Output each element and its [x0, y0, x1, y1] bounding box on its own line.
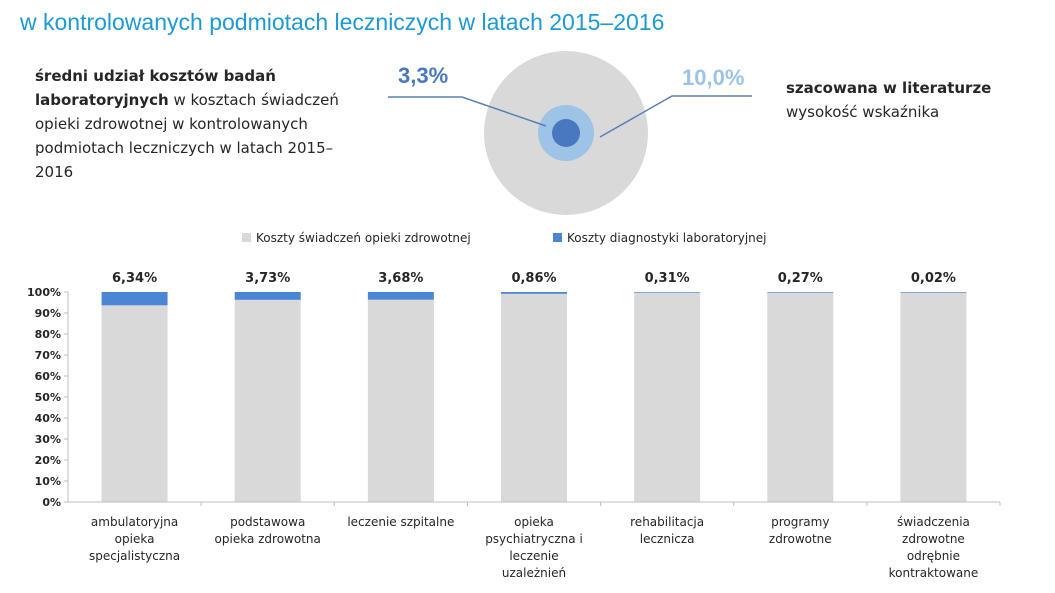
literature-note: szacowana w literaturze wysokość wskaźnik… — [786, 76, 991, 124]
category-label-line: uzależnień — [502, 566, 566, 580]
y-tick-label: 20% — [35, 454, 61, 467]
chart-title: w kontrolowanych podmiotach leczniczych … — [20, 9, 664, 35]
data-label: 6,34% — [112, 271, 157, 286]
literature-share-value: 10,0% — [682, 65, 745, 90]
category-label-line: specjalistyczna — [89, 549, 180, 563]
bar-healthcare-costs — [767, 292, 834, 502]
bar-lab-costs — [767, 292, 834, 293]
category-label-line: opieka — [514, 515, 554, 529]
category-label: podstawowa opieka zdrowotna — [215, 515, 321, 546]
category-label-line: podstawowa — [230, 515, 305, 529]
data-label: 3,68% — [378, 271, 423, 286]
category-label-line: opieka zdrowotna — [215, 532, 321, 546]
category-label: świadczenia zdrowotne odrębnie kontraktowan… — [889, 515, 979, 580]
controlled-share-value: 3,3% — [398, 63, 449, 88]
legend-label-1: Koszty świadczeń opieki zdrowotnej — [256, 231, 471, 245]
bar-lab-costs — [367, 292, 434, 300]
chart-legend: Koszty świadczeń opieki zdrowotnej Koszty… — [242, 231, 766, 245]
bar-healthcare-costs — [501, 293, 567, 502]
controlled-circle — [552, 119, 580, 147]
y-tick-label: 10% — [35, 475, 61, 488]
literature-note-rest: wysokość wskaźnika — [786, 103, 940, 121]
category-label-line: zdrowotne — [769, 532, 832, 546]
y-tick-label: 90% — [35, 307, 61, 320]
data-labels: 6,34% 3,73% 3,68% 0,86% 0,31% 0,27% 0,02% — [112, 271, 956, 286]
data-label: 0,27% — [778, 271, 823, 286]
data-label: 0,02% — [911, 271, 956, 286]
data-label: 0,86% — [511, 271, 556, 286]
y-tick-label: 100% — [27, 286, 61, 299]
category-label-line: świadczenia — [897, 515, 970, 529]
leader-line-right — [599, 95, 752, 138]
x-axis: ambulatoryjna opieka specjalistyczna podsta… — [68, 501, 1001, 580]
category-label-line: kontraktowane — [889, 566, 979, 580]
category-label: leczenie szpitalne — [347, 515, 454, 529]
summary-description: średni udział kosztów badań laboratoryjn… — [35, 64, 365, 184]
bar-healthcare-costs — [101, 305, 168, 502]
summary-description-bold: średni udział kosztów badań laboratoryjn… — [35, 67, 276, 109]
category-label-line: programy — [771, 515, 829, 529]
category-label: rehabilitacja lecznicza — [630, 515, 704, 546]
comparison-circles — [388, 51, 752, 215]
category-label-line: zdrowotne — [902, 532, 965, 546]
y-tick-label: 50% — [35, 391, 61, 404]
bar-healthcare-costs — [900, 292, 967, 502]
category-label: opieka psychiatryczna i leczenie uzależnień — [485, 515, 583, 580]
category-label-line: lecznicza — [640, 532, 695, 546]
bar-lab-costs — [900, 292, 967, 293]
y-tick-label: 70% — [35, 349, 61, 362]
category-label-line: rehabilitacja — [630, 515, 704, 529]
literature-note-bold: szacowana w literaturze — [786, 79, 992, 97]
category-label-line: opieka — [115, 532, 155, 546]
bar-healthcare-costs — [367, 299, 434, 502]
y-tick-label: 60% — [35, 370, 61, 383]
y-axis: 0% 10% 20% 30% 40% 50% 60% 70% 80% 90% 100% — [27, 286, 69, 509]
summary-description-rest: w kosztach świadczeń opieki zdrowotnej w… — [35, 91, 339, 181]
y-tick-label: 80% — [35, 328, 61, 341]
leader-line-left — [388, 96, 547, 127]
bar-healthcare-costs — [634, 292, 701, 502]
bar-lab-costs — [101, 292, 168, 306]
y-tick-label: 30% — [35, 433, 61, 446]
category-label: ambulatoryjna opieka specjalistyczna — [89, 515, 180, 563]
legend-swatch-2 — [553, 233, 562, 242]
legend-label-2: Koszty diagnostyki laboratoryjnej — [567, 231, 766, 245]
category-label-line: odrębnie — [907, 549, 960, 563]
chart-title-line2: w kontrolowanych podmiotach leczniczych … — [20, 9, 665, 35]
category-label-line: ambulatoryjna — [91, 515, 178, 529]
bar-lab-costs — [634, 292, 701, 293]
bar-lab-costs — [234, 292, 301, 300]
category-label-line: leczenie — [509, 549, 558, 563]
bar-healthcare-costs — [234, 299, 301, 502]
data-label: 3,73% — [245, 271, 290, 286]
y-tick-label: 0% — [42, 496, 61, 509]
y-tick-label: 40% — [35, 412, 61, 425]
category-label-line: leczenie szpitalne — [347, 515, 454, 529]
category-label-line: psychiatryczna i — [485, 532, 583, 546]
legend-swatch-1 — [242, 233, 251, 242]
bars — [101, 292, 967, 502]
data-label: 0,31% — [645, 271, 690, 286]
category-label: programy zdrowotne — [769, 515, 832, 546]
bar-lab-costs — [501, 292, 567, 294]
